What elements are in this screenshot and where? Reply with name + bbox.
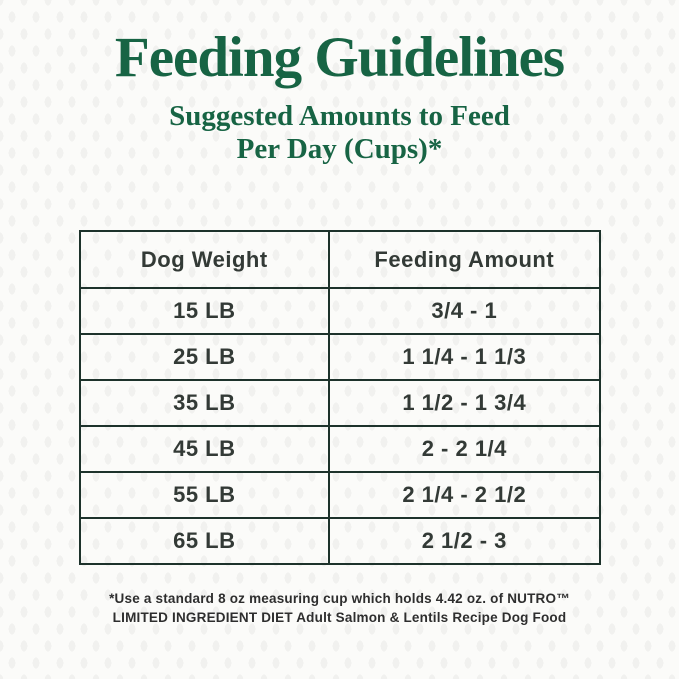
footnote-line-2: LIMITED INGREDIENT DIET Adult Salmon & L… <box>112 610 567 625</box>
dog-weight-header: Dog Weight <box>78 230 331 289</box>
table-row: 15 LB 3/4 - 1 <box>78 287 601 335</box>
table-row: 45 LB 2 - 2 1/4 <box>78 425 601 473</box>
dog-weight-cell: 35 LB <box>78 379 331 427</box>
dog-weight-cell: 55 LB <box>78 471 331 519</box>
feeding-amount-cell: 1 1/4 - 1 1/3 <box>328 333 601 381</box>
subtitle-line-2: Per Day (Cups)* <box>236 133 443 165</box>
subtitle-line-1: Suggested Amounts to Feed <box>169 100 510 132</box>
feeding-amount-cell: 3/4 - 1 <box>328 287 601 335</box>
page-subtitle: Suggested Amounts to Feed Per Day (Cups)* <box>0 100 679 166</box>
table-row: 25 LB 1 1/4 - 1 1/3 <box>78 333 601 381</box>
dog-weight-cell: 25 LB <box>78 333 331 381</box>
table-row: 35 LB 1 1/2 - 1 3/4 <box>78 379 601 427</box>
table-row: 55 LB 2 1/4 - 2 1/2 <box>78 471 601 519</box>
feeding-amount-header: Feeding Amount <box>328 230 601 289</box>
feeding-amount-cell: 2 - 2 1/4 <box>328 425 601 473</box>
dog-weight-cell: 15 LB <box>78 287 331 335</box>
table-header-row: Dog Weight Feeding Amount <box>78 230 601 289</box>
feeding-amount-cell: 1 1/2 - 1 3/4 <box>328 379 601 427</box>
footnote-line-1: *Use a standard 8 oz measuring cup which… <box>109 591 570 606</box>
table-row: 65 LB 2 1/2 - 3 <box>78 517 601 565</box>
dog-weight-cell: 65 LB <box>78 517 331 565</box>
footnote: *Use a standard 8 oz measuring cup which… <box>80 589 600 627</box>
feeding-table: Dog Weight Feeding Amount 15 LB 3/4 - 1 … <box>78 230 601 565</box>
feeding-amount-cell: 2 1/4 - 2 1/2 <box>328 471 601 519</box>
page-title: Feeding Guidelines <box>114 26 565 89</box>
feeding-amount-cell: 2 1/2 - 3 <box>328 517 601 565</box>
dog-weight-cell: 45 LB <box>78 425 331 473</box>
